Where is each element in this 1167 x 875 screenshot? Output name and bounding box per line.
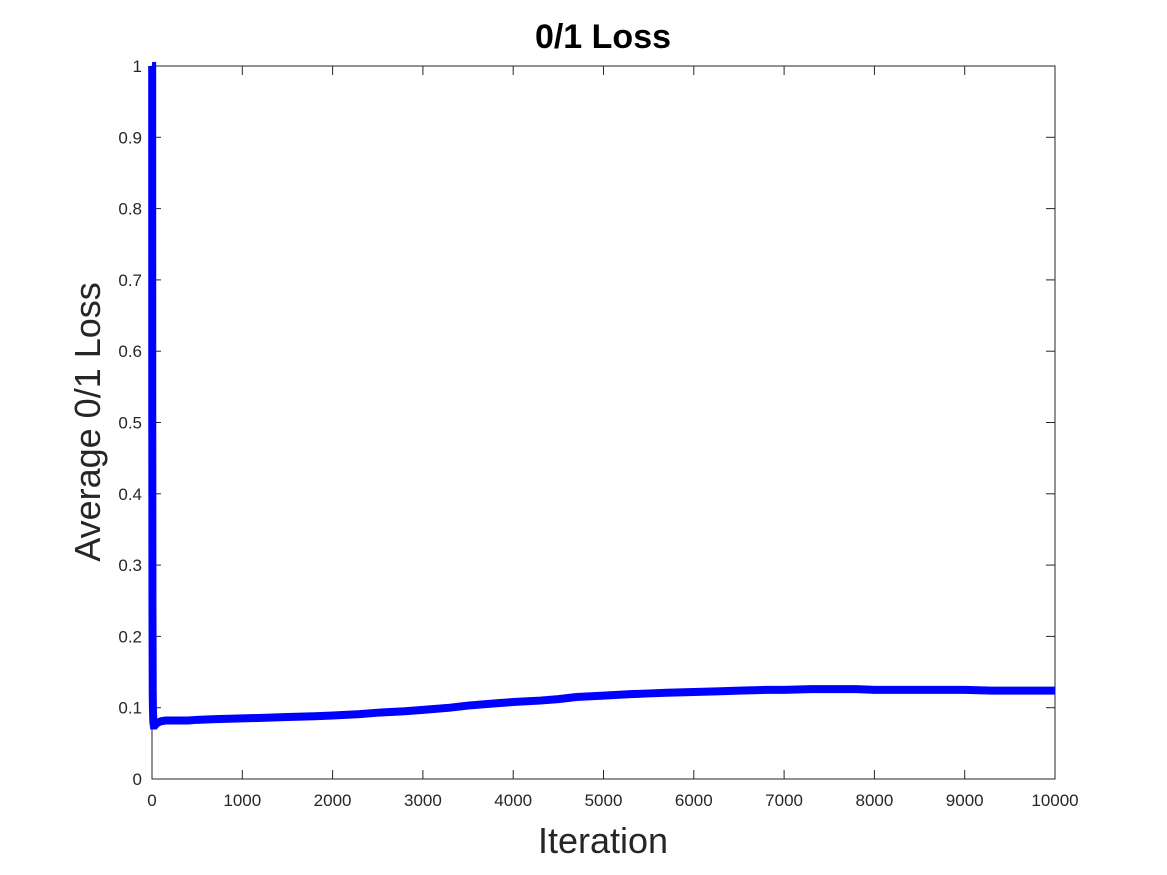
y-tick-label: 0.8 — [118, 200, 142, 219]
y-tick-label: 0.3 — [118, 556, 142, 575]
y-tick-label: 0.1 — [118, 699, 142, 718]
tick-labels: 0 1000 2000 3000 4000 5000 6000 7000 8000 9000 100… — [118, 57, 1078, 810]
y-tick-label: 0.7 — [118, 271, 142, 290]
series-layer — [148, 62, 1055, 730]
plot-area — [151, 65, 1056, 780]
x-tick-label: 3000 — [404, 791, 442, 810]
x-tick-label: 5000 — [585, 791, 623, 810]
y-tick-label: 0.4 — [118, 485, 142, 504]
y-tick-label: 0.5 — [118, 414, 142, 433]
y-axis-label: Average 0/1 Loss — [67, 282, 108, 562]
x-axis-label: Iteration — [538, 820, 668, 861]
x-tick-label: 10000 — [1031, 791, 1078, 810]
y-tick-label: 0 — [133, 770, 142, 789]
x-tick-label: 7000 — [765, 791, 803, 810]
y-tick-label: 0.9 — [118, 128, 142, 147]
series-line-0 — [148, 62, 1055, 730]
y-tick-label: 0.6 — [118, 342, 142, 361]
y-tick-label: 1 — [133, 57, 142, 76]
x-tick-label: 0 — [147, 791, 156, 810]
y-tick-label: 0.2 — [118, 627, 142, 646]
x-tick-label: 4000 — [494, 791, 532, 810]
x-tick-label: 8000 — [855, 791, 893, 810]
ticks — [151, 65, 1056, 780]
x-tick-label: 1000 — [223, 791, 261, 810]
x-tick-label: 6000 — [675, 791, 713, 810]
x-tick-label: 9000 — [946, 791, 984, 810]
x-tick-label: 2000 — [314, 791, 352, 810]
chart-title: 0/1 Loss — [535, 18, 671, 56]
